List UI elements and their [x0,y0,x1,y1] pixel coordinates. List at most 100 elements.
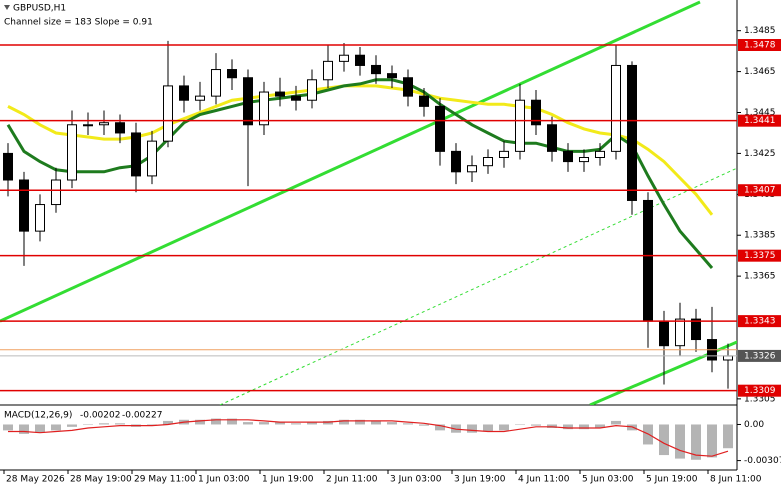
candle-body [227,69,237,79]
macd-bar [707,424,717,458]
candle-body [547,124,557,152]
macd-bar [83,424,93,425]
candle-body [563,150,573,163]
candle-body [419,95,429,107]
macd-main: -0.00202 [80,411,120,421]
x-tick-label: 5 Jun 03:00 [582,475,634,485]
macd-bar [163,420,173,425]
x-tick-label: 28 May 2026 [6,475,65,485]
candle-body [435,105,445,152]
macd-signal-value: -0.00227 [122,411,162,421]
macd-bar [611,420,621,425]
macd-bar [67,424,77,427]
macd-bar [227,418,237,425]
level-label-box [738,39,781,51]
macd-bar [243,422,253,425]
macd-bar [419,424,429,426]
macd-bar [35,424,45,433]
y-tick-label: 1.3425 [744,149,776,159]
candle-body [723,355,733,361]
macd-bar [211,418,221,425]
x-tick-label: 1 Jun 19:00 [262,475,314,485]
macd-title: MACD(12,26,9) [4,411,72,421]
y-tick-label: 1.3465 [744,67,776,77]
macd-bar [3,424,13,431]
macd-bar [435,424,445,431]
candle-body [307,79,317,101]
candle-body [51,179,61,206]
macd-bar [483,424,493,432]
candle-body [467,165,477,173]
candle-body [275,91,285,97]
candle-body [483,157,493,167]
candle-body [19,179,29,232]
macd-bar [675,424,685,459]
candle-body [515,99,525,152]
x-tick-label: 29 May 11:00 [134,475,196,485]
macd-bar [275,422,285,425]
x-tick-label: 2 Jun 11:00 [326,475,378,485]
macd-bar [355,419,365,425]
candle-body [579,157,589,163]
macd-bar [387,422,397,425]
x-tick-label: 3 Jun 19:00 [454,475,506,485]
y-tick-label: 1.3485 [744,26,776,36]
level-label: 1.3407 [744,186,776,196]
candle-body [83,124,93,127]
candle-body [259,91,269,126]
level-label-box [738,184,781,197]
macd-y-tick-label: -0.00307 [744,456,781,466]
bid-label-box [738,349,781,362]
candle-body [675,318,685,347]
candle-body [355,54,365,66]
candle-body [451,150,461,173]
macd-bar [259,422,269,425]
level-label: 1.3478 [744,41,776,51]
macd-bar [563,424,573,430]
x-tick-label: 5 Jun 19:00 [646,475,698,485]
candle-body [3,152,13,181]
symbol-icon [4,5,10,10]
candle-body [179,85,189,101]
macd-bar [19,424,29,434]
candle-body [323,60,333,81]
level-label: 1.3343 [744,317,776,327]
macd-bar [195,419,205,425]
candle-body [403,77,413,97]
moving-average [6,78,714,269]
candle-body [595,150,605,158]
bid-label: 1.3326 [744,351,776,361]
macd-bar [515,424,525,425]
level-label: 1.3375 [744,251,776,261]
candle-body [211,69,221,97]
candle-body [659,320,669,347]
level-label: 1.3309 [744,386,776,396]
level-label-box [738,249,781,262]
macd-bar [595,424,605,428]
macd-bar [115,423,125,425]
level-label-box [738,315,781,328]
macd-bar [307,422,317,425]
y-tick-label: 1.3445 [744,108,776,118]
candle-body [243,77,253,126]
candle-body [67,124,77,181]
macd-bar [323,420,333,425]
candle-body [291,95,301,101]
macd-bar [691,424,701,460]
macd-bar [51,424,61,431]
candle-body [35,204,45,232]
y-tick-label: 1.3305 [744,394,776,404]
macd-bar [467,424,477,433]
candle-body [387,73,397,79]
level-label-box [738,114,781,127]
macd-bar [291,423,301,425]
level-label-box [738,384,781,397]
macd-bar [371,420,381,425]
macd-signal-line [8,419,729,457]
macd-bar [531,424,541,426]
y-tick-label: 1.3365 [744,272,776,282]
macd-bar [579,424,589,430]
candle-body [499,150,509,158]
candle-body [99,122,109,126]
macd-bar [99,423,109,425]
